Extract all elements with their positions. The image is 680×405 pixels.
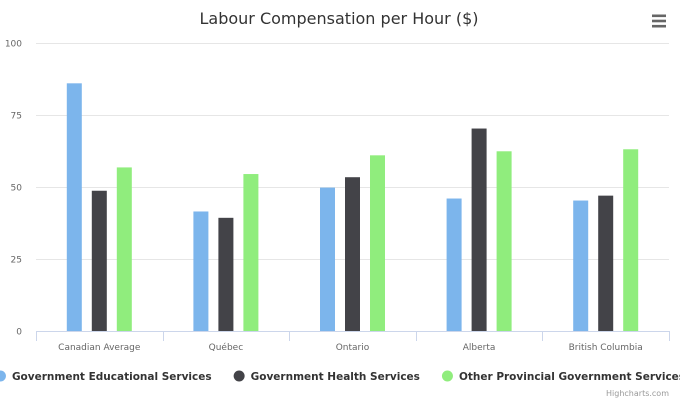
- bar[interactable]: [370, 155, 385, 331]
- legend-label: Government Health Services: [251, 371, 420, 383]
- bar[interactable]: [66, 83, 82, 331]
- legend-item[interactable]: Government Educational Services: [0, 370, 212, 384]
- bar[interactable]: [598, 195, 614, 331]
- bar[interactable]: [218, 217, 234, 331]
- y-tick-label: 0: [16, 328, 22, 338]
- bar[interactable]: [116, 167, 132, 331]
- y-tick-label: 75: [11, 112, 22, 122]
- bars: [66, 83, 639, 331]
- y-tick-label: 25: [11, 256, 22, 266]
- y-tick-label: 100: [5, 40, 22, 50]
- bar[interactable]: [320, 187, 335, 331]
- x-tick-label: Canadian Average: [58, 343, 141, 353]
- x-tick-label: British Columbia: [569, 343, 643, 353]
- legend-symbol: [441, 370, 453, 382]
- bar[interactable]: [193, 211, 209, 331]
- chart-title: Labour Compensation per Hour ($): [200, 9, 479, 28]
- bar[interactable]: [573, 200, 589, 331]
- x-tick-label: Alberta: [463, 343, 496, 353]
- x-tick-label: Québec: [209, 342, 244, 353]
- legend: Government Educational Services Governmen…: [0, 370, 680, 384]
- bar[interactable]: [91, 190, 107, 331]
- legend-label: Government Educational Services: [12, 371, 212, 383]
- x-axis: Canadian Average Québec Ontario Alberta Brit…: [36, 331, 670, 353]
- bar[interactable]: [446, 198, 462, 331]
- legend-item[interactable]: Other Provincial Government Services: [441, 370, 680, 384]
- bar[interactable]: [496, 151, 512, 331]
- legend-label: Other Provincial Government Services: [459, 371, 680, 383]
- hamburger-menu-icon[interactable]: [648, 10, 670, 32]
- x-tick-label: Ontario: [336, 343, 370, 353]
- bar[interactable]: [243, 174, 259, 331]
- bar[interactable]: [623, 149, 639, 331]
- legend-symbol: [0, 370, 6, 382]
- bar[interactable]: [345, 177, 360, 331]
- legend-symbol: [233, 370, 245, 382]
- legend-item[interactable]: Government Health Services: [233, 370, 420, 384]
- credits-link[interactable]: Highcharts.com: [606, 389, 669, 398]
- y-axis-labels: 0 25 50 75 100: [5, 40, 22, 338]
- bar[interactable]: [471, 128, 487, 331]
- y-tick-label: 50: [11, 184, 23, 194]
